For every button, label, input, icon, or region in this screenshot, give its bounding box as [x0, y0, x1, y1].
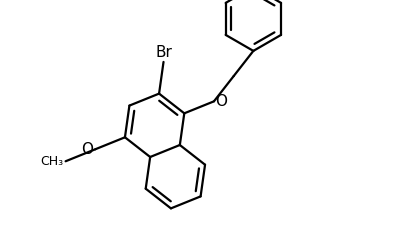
Text: Br: Br: [155, 45, 172, 60]
Text: O: O: [215, 94, 227, 109]
Text: CH₃: CH₃: [40, 155, 63, 168]
Text: O: O: [81, 142, 93, 157]
